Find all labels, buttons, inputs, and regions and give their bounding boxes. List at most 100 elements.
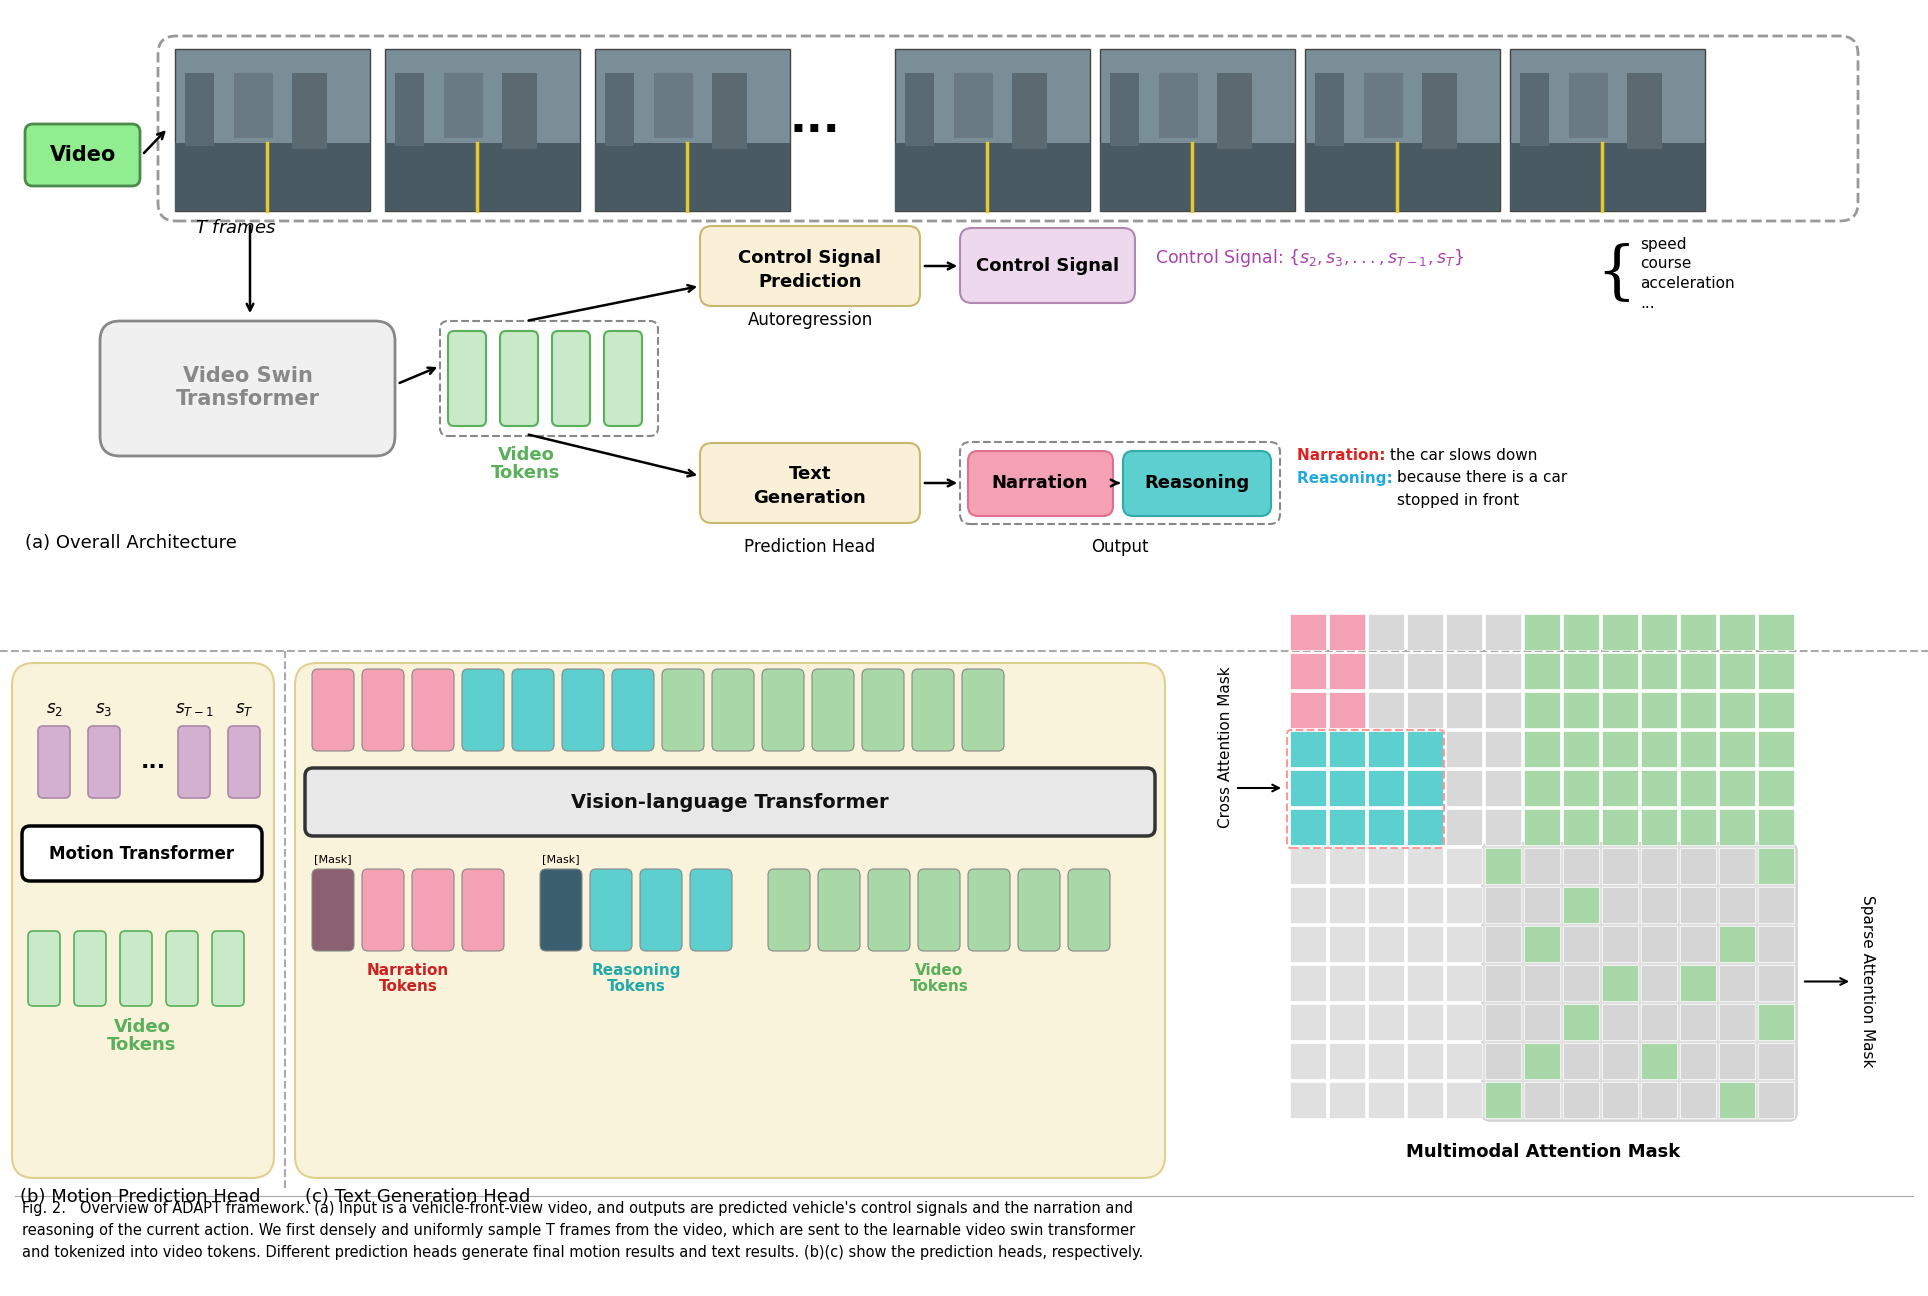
FancyBboxPatch shape [29, 931, 60, 1006]
Bar [1564, 692, 1598, 728]
Text: Tokens: Tokens [378, 978, 438, 994]
Bar [1369, 653, 1404, 689]
Bar [1602, 731, 1639, 767]
Text: (c) Text Generation Head: (c) Text Generation Head [305, 1188, 530, 1207]
FancyBboxPatch shape [700, 443, 920, 524]
Text: {: { [1596, 244, 1637, 305]
Bar [1369, 1082, 1404, 1118]
Bar [1290, 731, 1326, 767]
Bar [175, 49, 370, 211]
Bar [1679, 692, 1716, 728]
Bar [1159, 74, 1197, 139]
Bar [1720, 692, 1754, 728]
Text: Control Signal: $\{s_2, s_3, ..., s_{T-1}, s_T\}$: Control Signal: $\{s_2, s_3, ..., s_{T-1… [1155, 248, 1463, 270]
Bar [1679, 653, 1716, 689]
Bar [1519, 74, 1548, 146]
Bar [1602, 886, 1639, 923]
Bar [1720, 966, 1754, 1001]
Bar [1758, 731, 1793, 767]
Text: Sparse Attention Mask: Sparse Attention Mask [1859, 896, 1874, 1068]
Bar [1328, 966, 1365, 1001]
FancyBboxPatch shape [603, 330, 642, 426]
Text: Video: Video [114, 1017, 170, 1036]
Bar [1290, 653, 1326, 689]
Bar [1758, 809, 1793, 845]
Bar [1641, 1004, 1677, 1039]
Bar [1407, 966, 1442, 1001]
Bar [1758, 770, 1793, 806]
Text: Prediction Head: Prediction Head [744, 538, 875, 556]
Bar [1641, 927, 1677, 962]
Bar [1510, 143, 1704, 211]
Bar [1101, 143, 1296, 211]
Bar [1446, 1082, 1483, 1118]
FancyBboxPatch shape [21, 826, 262, 881]
Bar [1564, 927, 1598, 962]
Bar [1328, 809, 1365, 845]
Text: (b) Motion Prediction Head: (b) Motion Prediction Head [19, 1188, 260, 1207]
FancyBboxPatch shape [312, 870, 355, 951]
Bar [1407, 770, 1442, 806]
Bar [1564, 614, 1598, 651]
FancyBboxPatch shape [228, 726, 260, 798]
Bar [1328, 848, 1365, 884]
FancyBboxPatch shape [962, 669, 1004, 750]
FancyBboxPatch shape [540, 870, 582, 951]
FancyBboxPatch shape [711, 669, 754, 750]
FancyBboxPatch shape [640, 870, 683, 951]
FancyBboxPatch shape [89, 726, 120, 798]
Bar [1328, 614, 1365, 651]
Text: Reasoning:: Reasoning: [1298, 470, 1398, 486]
Bar [1679, 1043, 1716, 1080]
Bar [1679, 809, 1716, 845]
Bar [1602, 966, 1639, 1001]
Bar [1564, 770, 1598, 806]
Bar [596, 143, 790, 211]
FancyBboxPatch shape [762, 669, 804, 750]
FancyBboxPatch shape [767, 870, 810, 951]
Bar [1523, 966, 1560, 1001]
Bar [1328, 886, 1365, 923]
Bar [1446, 848, 1483, 884]
Text: Vision-language Transformer: Vision-language Transformer [571, 792, 889, 811]
Text: Text: Text [789, 465, 831, 483]
Bar [1328, 731, 1365, 767]
Bar [1679, 1004, 1716, 1039]
Bar [1720, 886, 1754, 923]
FancyBboxPatch shape [561, 669, 603, 750]
FancyBboxPatch shape [862, 669, 904, 750]
FancyBboxPatch shape [463, 669, 503, 750]
Bar [1290, 1004, 1326, 1039]
Bar [1485, 731, 1521, 767]
FancyBboxPatch shape [590, 870, 632, 951]
Bar [443, 74, 482, 139]
Text: Output: Output [1091, 538, 1149, 556]
Bar [1720, 731, 1754, 767]
Bar [1679, 966, 1716, 1001]
Bar [1369, 770, 1404, 806]
Text: Cross Attention Mask: Cross Attention Mask [1217, 666, 1232, 828]
Bar [1602, 927, 1639, 962]
Bar [386, 49, 580, 211]
Text: Generation: Generation [754, 489, 866, 507]
Bar [1602, 653, 1639, 689]
Bar [1679, 1082, 1716, 1118]
Text: Narration: Narration [366, 963, 449, 978]
Bar [1564, 653, 1598, 689]
Bar [1446, 692, 1483, 728]
Bar [1679, 848, 1716, 884]
Bar [1758, 1004, 1793, 1039]
Bar [1523, 692, 1560, 728]
Bar [1446, 731, 1483, 767]
Bar [1446, 653, 1483, 689]
Text: Motion Transformer: Motion Transformer [50, 845, 235, 863]
Bar [1290, 848, 1326, 884]
Bar [1369, 692, 1404, 728]
Bar [1485, 653, 1521, 689]
FancyBboxPatch shape [25, 124, 141, 187]
FancyBboxPatch shape [817, 870, 860, 951]
Bar [1328, 653, 1365, 689]
Bar [1446, 1004, 1483, 1039]
Text: Control Signal: Control Signal [738, 249, 881, 267]
Bar [1523, 653, 1560, 689]
